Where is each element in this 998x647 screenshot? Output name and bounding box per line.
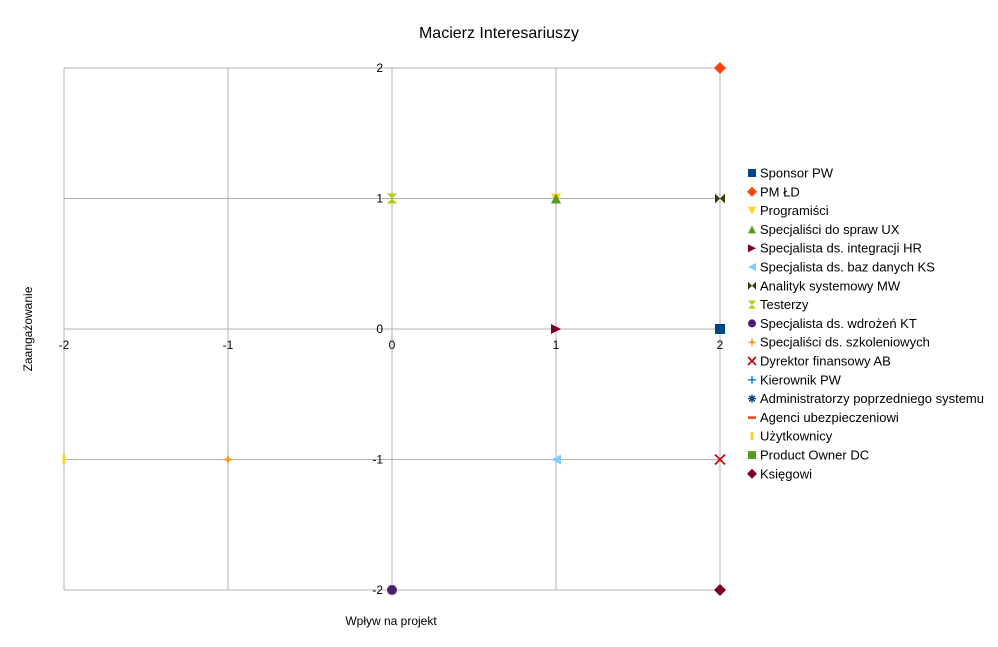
legend-item: Specjalista ds. wdrożeń KT (748, 316, 917, 331)
legend-item: Analityk systemowy MW (748, 278, 901, 293)
x-tick-label: -1 (223, 338, 234, 352)
legend-item: PM ŁD (747, 184, 800, 199)
legend-item: Specjaliści ds. szkoleniowych (747, 335, 930, 350)
data-point (715, 324, 725, 334)
legend-item: Sponsor PW (748, 166, 834, 181)
data-point (715, 193, 725, 204)
legend-marker (747, 468, 757, 479)
legend-marker (748, 416, 756, 419)
legend-marker (748, 375, 756, 384)
y-tick-label: 2 (376, 61, 383, 75)
tick-labels: -2 -1 0 1 2 -2 -1 0 1 2 (59, 61, 724, 597)
legend-label: Użytkownicy (760, 429, 833, 444)
legend-label: Testerzy (760, 297, 809, 312)
data-point (387, 585, 397, 595)
legend-marker (750, 432, 754, 441)
x-tick-label: -2 (59, 338, 70, 352)
legend-marker (748, 319, 756, 328)
legend-marker (748, 394, 756, 403)
legend-label: Analityk systemowy MW (760, 278, 901, 293)
legend-marker (748, 451, 756, 459)
data-point (551, 454, 561, 465)
legend-label: Specjaliści ds. szkoleniowych (760, 335, 930, 350)
legend-label: Programiści (760, 203, 829, 218)
legend-item: Programiści (748, 203, 829, 218)
legend-item: Dyrektor finansowy AB (747, 354, 891, 369)
x-tick-label: 2 (717, 338, 724, 352)
legend-marker (747, 337, 757, 348)
data-point (62, 454, 66, 465)
data-point (714, 62, 726, 74)
legend: Sponsor PW PM ŁD Programiści Specjaliści do… (747, 166, 984, 481)
legend-label: Specjalista ds. wdrożeń KT (760, 316, 917, 331)
legend-label: Specjaliści do spraw UX (760, 222, 900, 237)
legend-item: Agenci ubezpieczeniowi (748, 410, 899, 425)
x-tick-label: 0 (389, 338, 396, 352)
legend-marker (748, 244, 756, 253)
legend-label: PM ŁD (760, 184, 800, 199)
grid (63, 67, 721, 591)
legend-label: Księgowi (760, 466, 812, 481)
y-tick-label: 1 (376, 192, 383, 206)
legend-marker (747, 356, 757, 366)
data-point (714, 584, 726, 596)
data-points (62, 62, 726, 596)
y-tick-label: -1 (372, 453, 383, 467)
legend-item: Kierownik PW (748, 372, 842, 387)
data-point (551, 193, 561, 204)
legend-item: Specjalista ds. integracji HR (748, 241, 922, 256)
legend-item: Product Owner DC (748, 448, 869, 463)
y-tick-label: -2 (372, 583, 383, 597)
y-axis-label: Zaangażowanie (21, 286, 35, 371)
data-point (551, 324, 561, 334)
legend-item: Księgowi (747, 466, 812, 481)
legend-marker (748, 206, 756, 215)
legend-label: Specjalista ds. baz danych KS (760, 260, 935, 275)
legend-label: Kierownik PW (760, 372, 842, 387)
chart-title: Macierz Interesariuszy (419, 25, 579, 42)
legend-marker (748, 225, 756, 234)
legend-label: Administratorzy poprzedniego systemu (760, 391, 984, 406)
legend-marker (748, 263, 756, 271)
legend-label: Product Owner DC (760, 448, 869, 463)
legend-marker (748, 300, 756, 309)
x-axis-label: Wpływ na projekt (345, 614, 437, 628)
legend-item: Specjaliści do spraw UX (748, 222, 900, 237)
legend-item: Administratorzy poprzedniego systemu (748, 391, 984, 406)
data-point (222, 453, 234, 466)
legend-marker (747, 186, 757, 197)
data-point (714, 453, 726, 466)
data-point (387, 193, 397, 204)
legend-marker (748, 169, 756, 177)
legend-label: Agenci ubezpieczeniowi (760, 410, 899, 425)
legend-label: Dyrektor finansowy AB (760, 354, 891, 369)
legend-marker (748, 281, 756, 290)
legend-label: Sponsor PW (760, 166, 834, 181)
x-tick-label: 1 (553, 338, 560, 352)
y-tick-label: 0 (376, 322, 383, 336)
legend-item: Specjalista ds. baz danych KS (748, 260, 935, 275)
legend-item: Użytkownicy (750, 429, 833, 444)
legend-item: Testerzy (748, 297, 809, 312)
legend-label: Specjalista ds. integracji HR (760, 241, 922, 256)
